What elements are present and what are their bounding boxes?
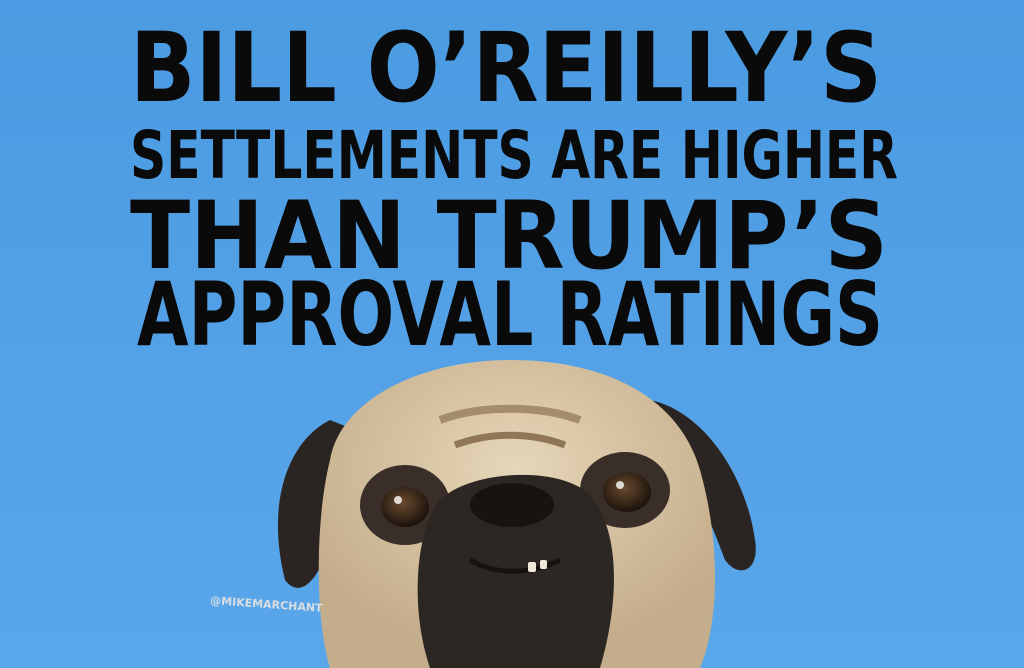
tooth [528, 562, 536, 572]
headline-line: APPROVAL RATINGS [137, 263, 883, 366]
headline-line: BILL O’REILLY’S [130, 12, 882, 124]
headline-line: THAN TRUMP’S [130, 182, 888, 291]
right-eye [603, 472, 651, 512]
wrinkle [453, 431, 567, 449]
eye-glint [394, 496, 402, 504]
mouth [468, 557, 562, 574]
left-eye [381, 487, 429, 527]
headline-line: SETTLEMENTS ARE HIGHER [130, 117, 898, 194]
wrinkle [438, 404, 582, 424]
pug [277, 360, 756, 668]
tooth [540, 560, 547, 569]
eye-glint [616, 481, 624, 489]
nose [470, 483, 554, 527]
